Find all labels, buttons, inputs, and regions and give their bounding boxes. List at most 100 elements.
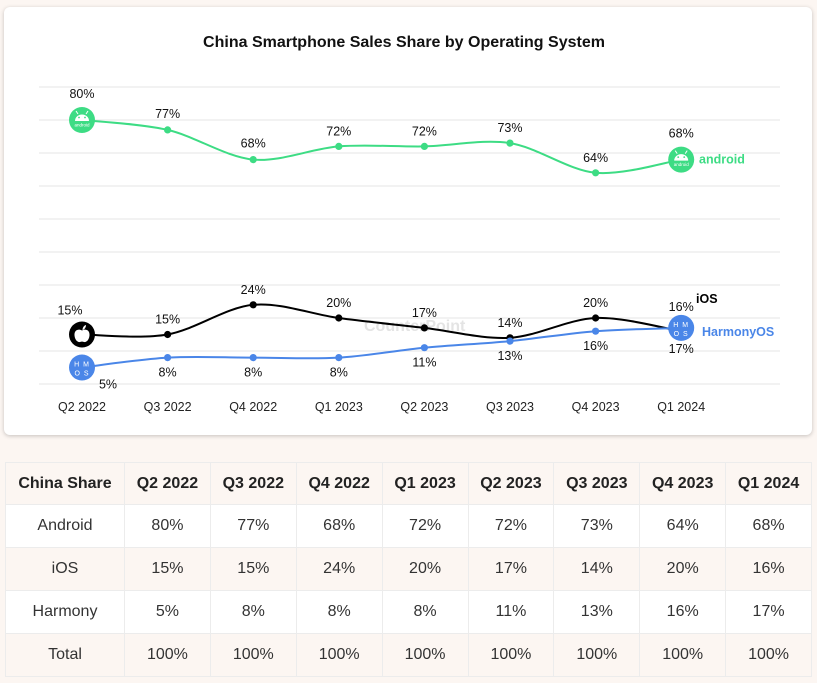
grid-lines	[39, 86, 780, 385]
x-tick-label: Q4 2022	[229, 400, 277, 414]
table-cell: 100%	[725, 633, 812, 677]
data-label: 68%	[241, 137, 266, 151]
table-cell: 14%	[553, 547, 641, 591]
table-header-cell: Q3 2022	[209, 462, 297, 505]
data-point	[249, 301, 257, 309]
table-cell: 15%	[124, 547, 211, 591]
table-cell: 100%	[295, 633, 383, 677]
legend-label-ios: iOS	[696, 292, 718, 306]
data-label: 16%	[669, 300, 694, 314]
data-labels: 80% 77% 68% 72% 72% 73% 64% 68% 15% 15% 24% 20% 17% 1…	[57, 87, 693, 392]
data-label: 72%	[326, 124, 351, 138]
x-tick-label: Q1 2024	[657, 400, 705, 414]
x-tick-label: Q2 2022	[58, 400, 106, 414]
table-cell: Harmony	[5, 590, 125, 634]
table-cell: 100%	[553, 633, 641, 677]
data-point	[420, 344, 428, 352]
table-cell: iOS	[5, 547, 125, 591]
table-cell: 20%	[639, 547, 727, 591]
data-point	[249, 156, 257, 164]
x-tick-label: Q3 2022	[144, 400, 192, 414]
table-cell: 16%	[639, 590, 727, 634]
svg-text:H M: H M	[74, 362, 90, 369]
table-cell: 8%	[381, 590, 469, 634]
legend: android iOS HarmonyOS	[696, 153, 774, 339]
harmonyos-icon: H M O S	[668, 314, 695, 341]
series-line-android	[81, 119, 682, 175]
table-header-cell: Q1 2024	[725, 462, 812, 505]
data-point	[506, 337, 514, 345]
svg-text:android: android	[674, 162, 690, 167]
data-label: 72%	[412, 124, 437, 138]
table-cell: 72%	[467, 504, 555, 548]
data-label: 64%	[583, 151, 608, 165]
data-label: 15%	[155, 313, 180, 327]
data-label: 16%	[583, 339, 608, 353]
data-label: 20%	[583, 296, 608, 310]
svg-text:android: android	[74, 123, 90, 128]
table-cell: 100%	[209, 633, 297, 677]
data-label: 11%	[412, 356, 436, 370]
table-row: iOS 15% 15% 24% 20% 17% 14% 20% 16%	[5, 547, 812, 591]
data-label: 68%	[669, 127, 694, 141]
data-label: 8%	[159, 366, 177, 380]
data-label: 5%	[99, 378, 117, 392]
data-label: 17%	[412, 306, 437, 320]
table-cell: 8%	[295, 590, 383, 634]
x-tick-label: Q1 2023	[315, 400, 363, 414]
table-cell: 77%	[209, 504, 297, 548]
apple-icon	[69, 321, 95, 348]
series-line-ios	[81, 303, 682, 339]
data-label: 24%	[241, 283, 266, 297]
data-label: 8%	[244, 366, 262, 380]
chart-svg: China Smartphone Sales Share by Operatin…	[39, 34, 780, 414]
table-cell: 64%	[639, 504, 727, 548]
x-tick-label: Q3 2023	[486, 400, 534, 414]
table-cell: 68%	[295, 504, 383, 548]
data-point	[164, 330, 172, 339]
data-label: 14%	[497, 316, 522, 330]
table-cell: 24%	[295, 547, 383, 591]
data-point	[506, 139, 514, 147]
data-point	[164, 126, 172, 134]
data-point	[420, 142, 428, 150]
table-cell: 5%	[124, 590, 211, 634]
table-cell: 80%	[124, 504, 211, 548]
series-icons: android android H M O S H M O S	[69, 107, 695, 381]
data-label: 13%	[497, 349, 522, 363]
data-label: 80%	[69, 87, 94, 101]
svg-text:O S: O S	[74, 371, 89, 378]
data-label: 77%	[155, 107, 180, 121]
series-line-harmonyos	[81, 326, 682, 369]
data-point	[335, 142, 343, 150]
share-table: China Share Q2 2022 Q3 2022 Q4 2022 Q1 2…	[5, 462, 812, 677]
data-label: 73%	[497, 121, 522, 135]
table-cell: 100%	[467, 633, 555, 677]
android-icon: android	[668, 146, 695, 173]
table-header-cell: Q2 2023	[467, 462, 555, 505]
harmonyos-icon: H M O S	[69, 354, 95, 381]
data-point	[335, 314, 343, 322]
table-cell: 73%	[553, 504, 641, 548]
data-point	[335, 354, 343, 362]
table-row: Android 80% 77% 68% 72% 72% 73% 64% 68%	[5, 504, 812, 548]
table-row: Total 100% 100% 100% 100% 100% 100% 100%…	[5, 633, 812, 677]
android-icon: android	[69, 107, 95, 133]
x-axis-labels: Q2 2022 Q3 2022 Q4 2022 Q1 2023 Q2 2023 Q3 20…	[58, 400, 705, 414]
data-point	[164, 354, 172, 362]
table-cell: 15%	[209, 547, 297, 591]
data-point	[592, 327, 600, 335]
table-header-cell: Q1 2023	[381, 462, 469, 505]
table-header-cell: Q3 2023	[553, 462, 641, 505]
data-point	[592, 169, 600, 177]
table-cell: Android	[5, 504, 125, 548]
table-cell: 16%	[725, 547, 812, 591]
x-tick-label: Q2 2023	[400, 400, 448, 414]
data-point	[249, 354, 257, 362]
table-cell: 13%	[553, 590, 641, 634]
data-label: 20%	[326, 296, 351, 310]
svg-text:H M: H M	[673, 322, 689, 329]
table-cell: 68%	[725, 504, 812, 548]
table-header-cell: Q4 2023	[639, 462, 727, 505]
table-header-row: China Share Q2 2022 Q3 2022 Q4 2022 Q1 2…	[5, 462, 812, 505]
